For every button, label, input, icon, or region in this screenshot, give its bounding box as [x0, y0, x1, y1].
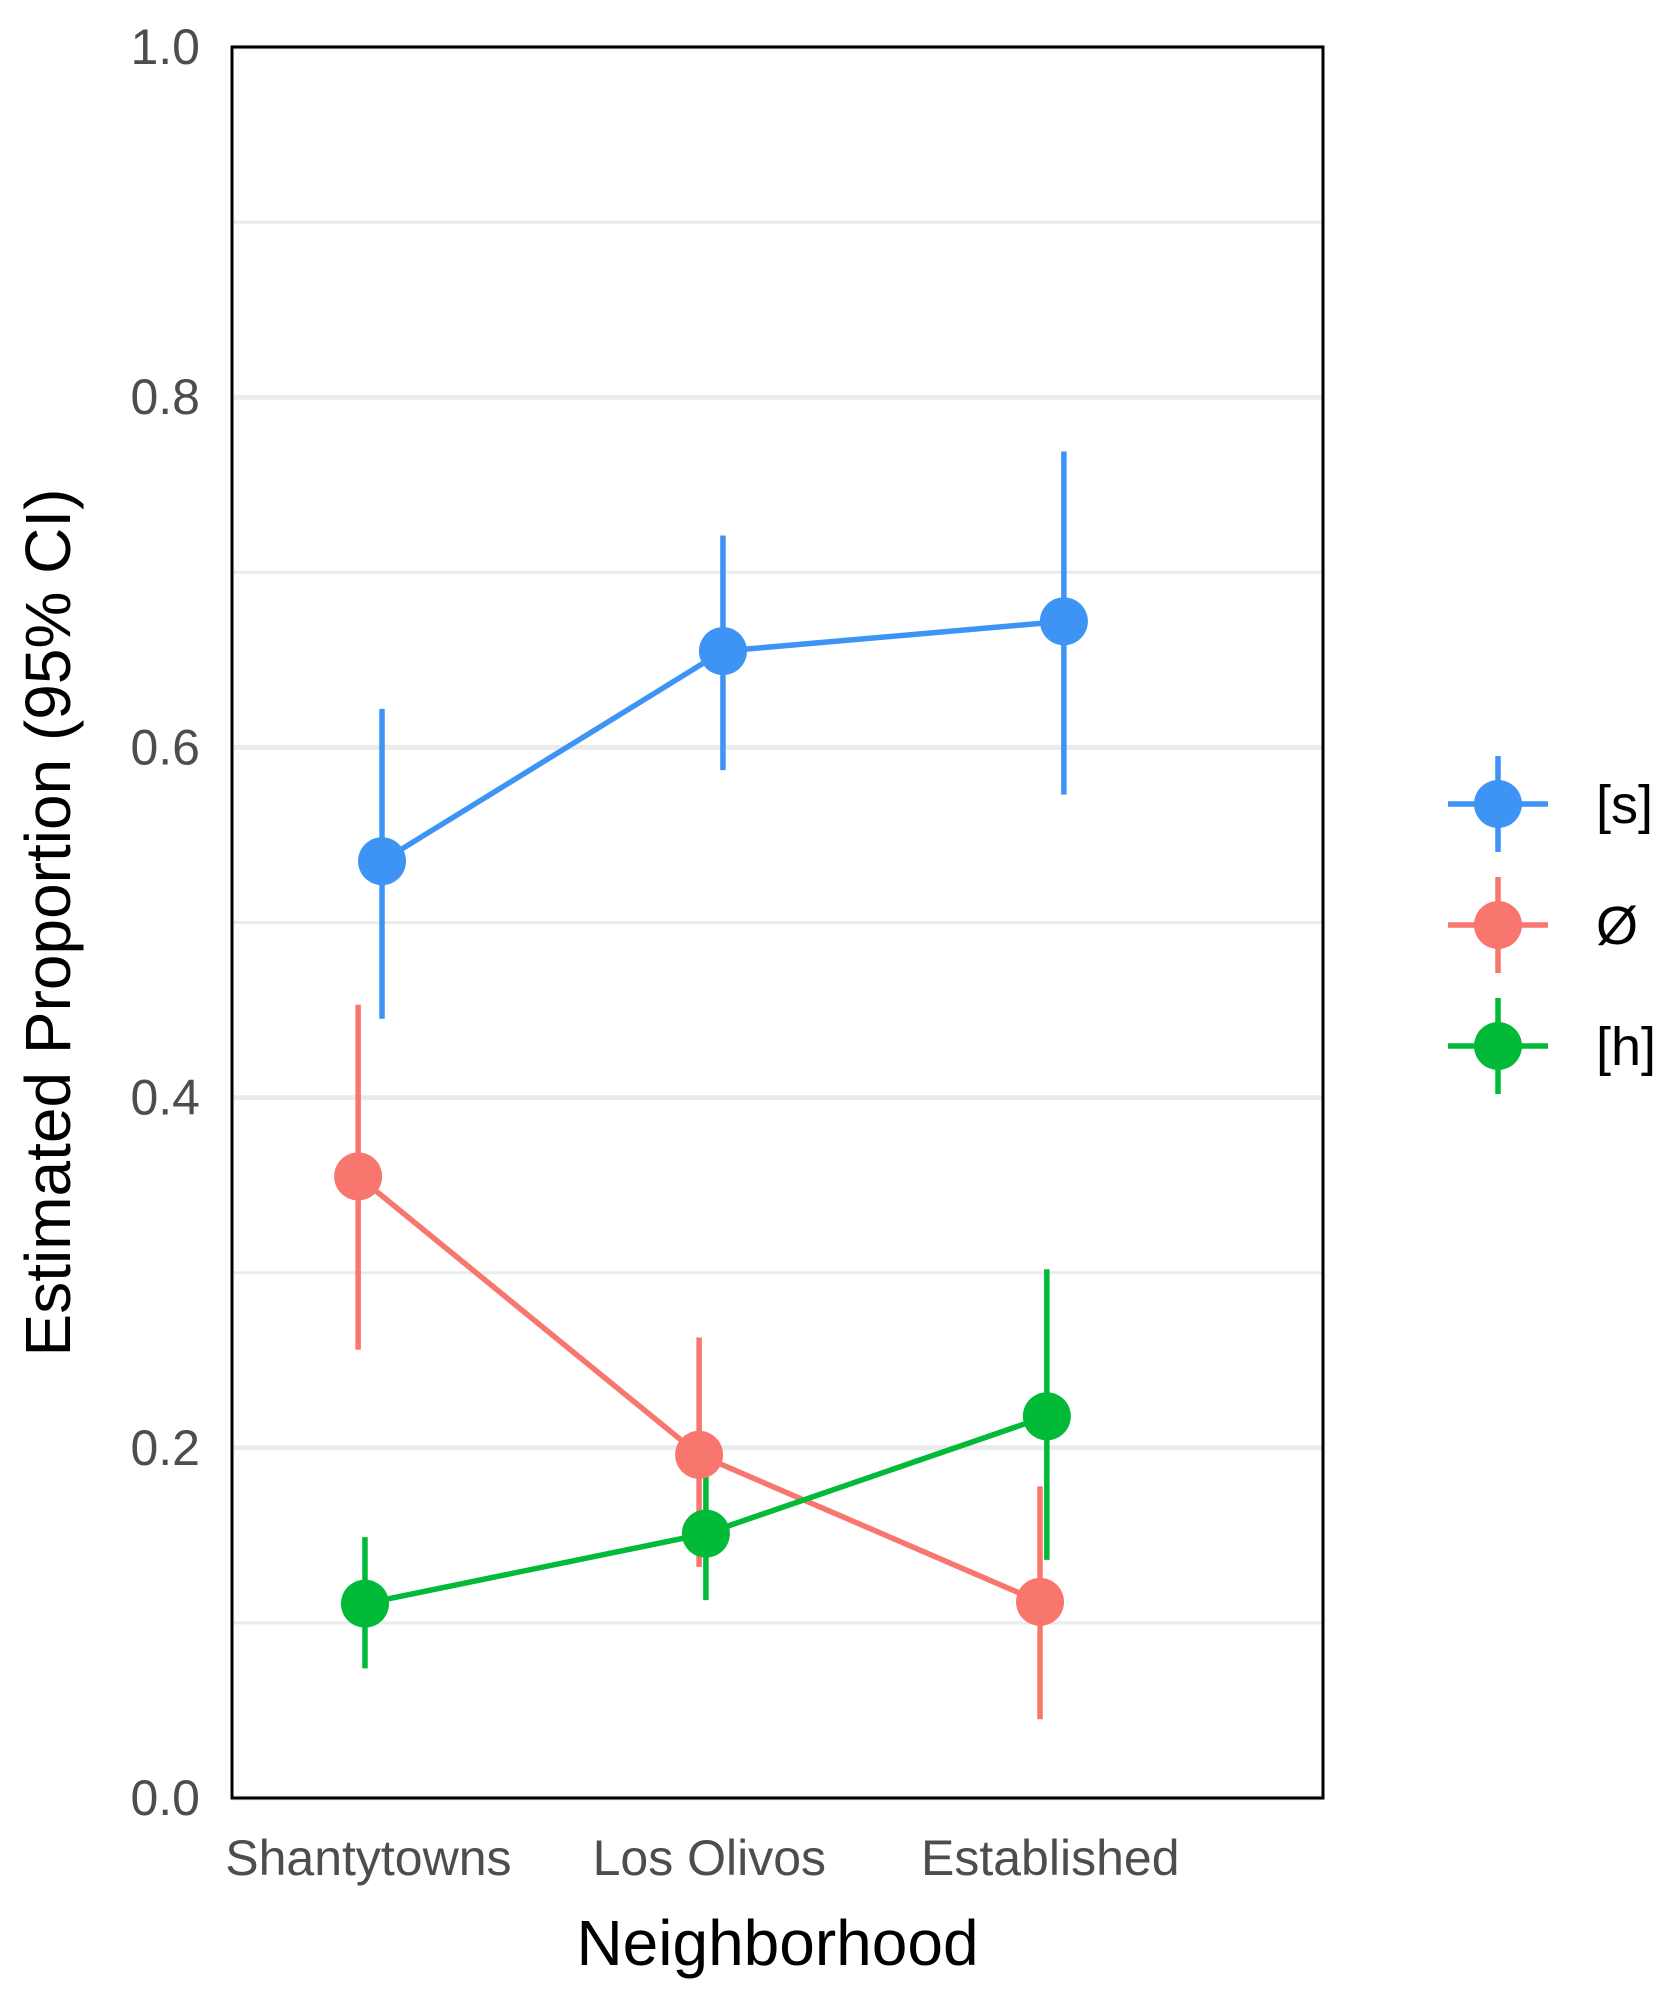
legend-key-point [1474, 780, 1522, 828]
data-point [1022, 1392, 1071, 1441]
legend-key-point [1474, 901, 1522, 949]
data-point [334, 1152, 383, 1201]
legend-label: [h] [1596, 1017, 1656, 1077]
y-tick-label: 0.8 [130, 369, 200, 425]
y-tick-label: 0.2 [130, 1420, 200, 1476]
y-tick-label: 0.4 [130, 1070, 200, 1126]
legend-key-point [1474, 1022, 1522, 1070]
x-axis-title: Neighborhood [576, 1907, 978, 1979]
x-tick-label: Established [921, 1830, 1180, 1886]
data-point [698, 627, 747, 676]
x-tick-label: Shantytowns [225, 1830, 511, 1886]
data-point [681, 1509, 730, 1558]
y-tick-label: 0.0 [130, 1770, 200, 1826]
data-point [340, 1579, 389, 1628]
panel-border [230, 45, 1325, 1800]
data-point [1039, 597, 1088, 646]
data-point [675, 1430, 724, 1479]
legend-label: Ø [1596, 896, 1638, 956]
y-axis-title: Estimated Proportion (95% CI) [12, 489, 84, 1357]
legend-label: [s] [1596, 775, 1653, 835]
data-point [1016, 1577, 1065, 1626]
y-tick-label: 0.6 [130, 719, 200, 775]
x-tick-label: Los Olivos [593, 1830, 826, 1886]
y-tick-label: 1.0 [130, 19, 200, 75]
data-point [358, 837, 407, 886]
